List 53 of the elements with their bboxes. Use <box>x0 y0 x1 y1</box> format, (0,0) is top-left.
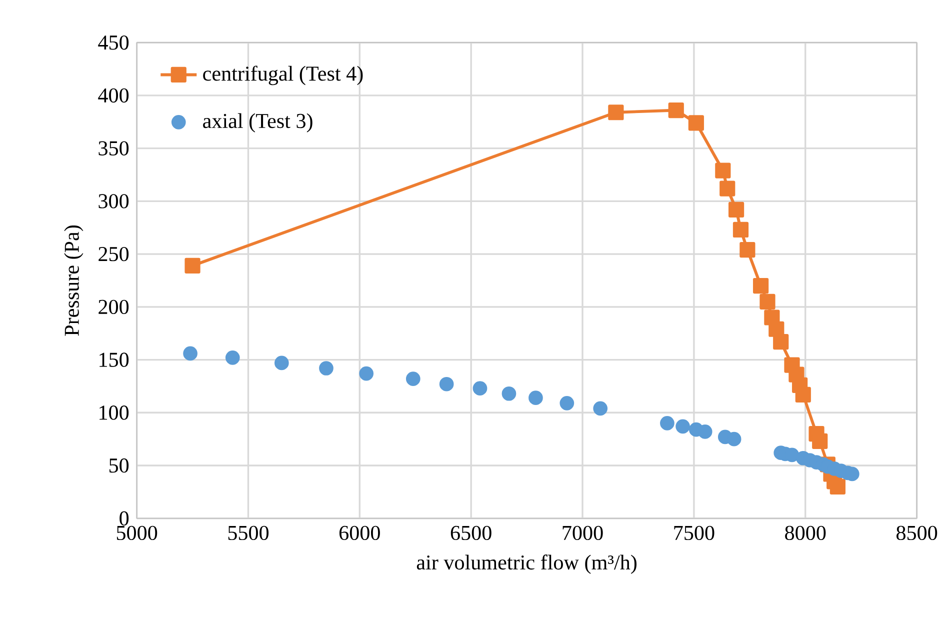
point <box>593 401 608 416</box>
y-axis-title: Pressure (Pa) <box>64 225 84 336</box>
x-axis-title: air volumetric flow (m³/h) <box>416 554 636 574</box>
point <box>528 390 543 405</box>
point <box>726 432 742 446</box>
point <box>715 162 731 178</box>
point <box>660 416 674 430</box>
legend-label: axial (Test 3) <box>203 113 312 132</box>
point <box>184 258 200 274</box>
legend-label: centrifugal (Test 4) <box>203 66 363 86</box>
point <box>359 366 374 381</box>
point <box>439 376 454 392</box>
x-tick-label: 8000 <box>785 526 826 540</box>
point <box>676 419 690 434</box>
point <box>608 104 624 120</box>
x-tick-label: 5500 <box>228 526 269 540</box>
point <box>319 360 334 376</box>
point <box>728 202 744 218</box>
y-tick-label: 350 <box>98 141 129 156</box>
point <box>560 396 574 410</box>
point <box>502 386 516 401</box>
point <box>406 372 420 386</box>
y-tick-label: 450 <box>98 35 129 50</box>
x-tick-label: 5000 <box>116 526 158 540</box>
point <box>720 180 736 196</box>
y-tick-label: 250 <box>98 246 129 262</box>
point <box>773 334 789 350</box>
point <box>812 433 828 449</box>
point <box>472 381 488 396</box>
point <box>668 102 684 118</box>
y-tick-label: 150 <box>100 352 129 367</box>
y-tick-label: 100 <box>100 405 129 420</box>
point <box>740 242 756 258</box>
y-tick-label: 0 <box>120 511 129 526</box>
y-tick-label: 50 <box>109 458 129 473</box>
point <box>752 278 769 294</box>
point <box>183 346 198 361</box>
y-tick-label: 300 <box>98 194 129 208</box>
point <box>760 294 776 310</box>
x-tick-label: 7000 <box>562 526 603 540</box>
point <box>688 115 704 131</box>
point <box>274 356 289 370</box>
y-tick-label: 200 <box>98 300 129 314</box>
x-tick-label: 7500 <box>674 526 714 540</box>
y-tick-label: 400 <box>98 88 129 102</box>
x-tick-label: 8500 <box>896 526 938 540</box>
point <box>795 386 811 402</box>
point <box>225 350 240 365</box>
x-tick-label: 6000 <box>339 526 380 540</box>
point <box>830 478 846 494</box>
x-tick-label: 6500 <box>450 526 492 540</box>
point <box>732 222 749 238</box>
point <box>698 424 712 439</box>
